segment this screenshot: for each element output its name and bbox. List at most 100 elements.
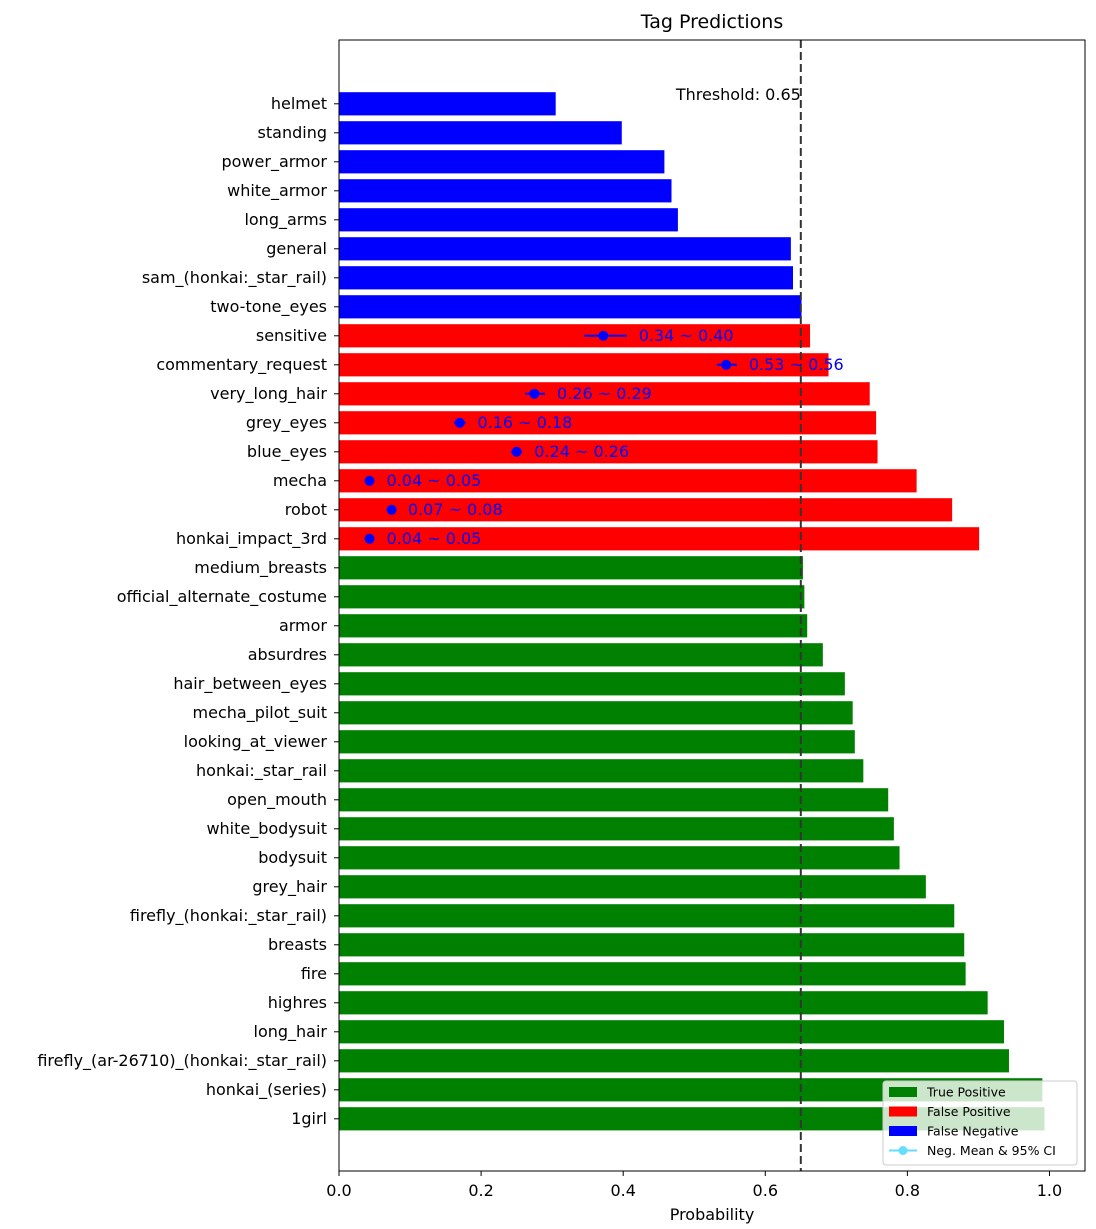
ci-label: 0.07 ~ 0.08 bbox=[408, 500, 503, 519]
ci-mean-point bbox=[386, 504, 397, 515]
ci-label: 0.53 ~ 0.56 bbox=[749, 355, 844, 374]
y-tick-label: grey_hair bbox=[252, 877, 327, 897]
y-tick-label: sensitive bbox=[256, 326, 327, 345]
bar bbox=[339, 411, 877, 435]
y-tick-label: blue_eyes bbox=[247, 442, 327, 462]
ci-mean-point bbox=[721, 359, 732, 370]
y-tick-label: honkai_impact_3rd bbox=[176, 529, 327, 549]
threshold-label: Threshold: 0.65 bbox=[675, 85, 801, 104]
bar bbox=[339, 150, 665, 174]
bar bbox=[339, 1107, 1045, 1131]
axes-layer: helmet standing power_armor white_armorlong… bbox=[37, 39, 1086, 1200]
x-tick-label: 0.8 bbox=[895, 1181, 920, 1200]
bar bbox=[339, 730, 855, 754]
ci-label: 0.24 ~ 0.26 bbox=[534, 442, 629, 461]
bar bbox=[339, 585, 805, 609]
ci-mean-point bbox=[364, 533, 375, 544]
bar bbox=[339, 1020, 1005, 1044]
x-tick-label: 0.6 bbox=[753, 1181, 778, 1200]
y-tick-label: grey_eyes bbox=[246, 413, 327, 433]
bar bbox=[339, 324, 811, 348]
y-tick-label: robot bbox=[285, 500, 327, 519]
bar bbox=[339, 295, 802, 319]
ci-label: 0.04 ~ 0.05 bbox=[387, 529, 482, 548]
bar bbox=[339, 933, 965, 957]
y-tick-label: firefly_(ar-26710)_(honkai:_star_rail) bbox=[37, 1051, 327, 1071]
ci-label: 0.34 ~ 0.40 bbox=[639, 326, 734, 345]
ci-mean-point bbox=[529, 388, 540, 399]
y-tick-label: medium_breasts bbox=[194, 558, 327, 578]
y-tick-label: fire bbox=[301, 964, 327, 983]
ci-label: 0.26 ~ 0.29 bbox=[557, 384, 652, 403]
x-tick-label: 0.0 bbox=[326, 1181, 351, 1200]
y-tick-label: very_long_hair bbox=[210, 384, 327, 404]
legend-label: False Negative bbox=[927, 1124, 1019, 1139]
y-tick-label: absurdres bbox=[248, 645, 327, 664]
bar bbox=[339, 179, 672, 203]
y-tick-label: mecha bbox=[273, 471, 327, 490]
ci-layer: 0.34 ~ 0.40 0.53 ~ 0.56 0.26 ~ 0.29 0.16 ~ … bbox=[364, 326, 844, 548]
y-tick-label: firefly_(honkai:_star_rail) bbox=[130, 906, 327, 926]
y-tick-label: sam_(honkai:_star_rail) bbox=[142, 268, 327, 288]
plot-frame bbox=[338, 39, 1086, 1172]
bar bbox=[339, 875, 926, 899]
y-tick-label: armor bbox=[279, 616, 327, 635]
bar bbox=[339, 817, 894, 841]
y-tick-label: official_alternate_costume bbox=[117, 587, 327, 607]
bar bbox=[339, 92, 556, 116]
legend-marker-ci bbox=[898, 1146, 908, 1155]
legend-label: Neg. Mean & 95% CI bbox=[927, 1143, 1056, 1158]
x-tick-label: 0.2 bbox=[468, 1181, 493, 1200]
bar bbox=[339, 962, 966, 986]
ci-mean-point bbox=[454, 417, 465, 428]
y-tick-label: white_bodysuit bbox=[206, 819, 327, 839]
legend-label: True Positive bbox=[926, 1085, 1006, 1100]
bar bbox=[339, 1078, 1043, 1102]
bar bbox=[339, 382, 870, 406]
bar bbox=[339, 208, 678, 232]
threshold-layer: Threshold: 0.65 bbox=[675, 40, 802, 1171]
ci-mean-point bbox=[511, 446, 522, 457]
y-tick-label: mecha_pilot_suit bbox=[193, 703, 327, 723]
legend: True Positive False Positive False Negativ… bbox=[882, 1080, 1078, 1166]
bar bbox=[339, 440, 878, 464]
bar bbox=[339, 527, 980, 551]
y-tick-label: hair_between_eyes bbox=[173, 674, 327, 694]
legend-label: False Positive bbox=[927, 1104, 1011, 1119]
y-tick-label: honkai_(series) bbox=[206, 1080, 327, 1100]
chart-title: Tag Predictions bbox=[640, 11, 784, 33]
y-tick-label: 1girl bbox=[291, 1109, 327, 1128]
bar bbox=[339, 759, 864, 783]
bar bbox=[339, 1049, 1009, 1073]
y-tick-label: white_armor bbox=[227, 181, 327, 201]
bar bbox=[339, 469, 917, 493]
y-tick-label: looking_at_viewer bbox=[184, 732, 328, 752]
legend-swatch-fp bbox=[889, 1106, 917, 1117]
y-tick-label: long_arms bbox=[244, 210, 327, 230]
bar bbox=[339, 991, 988, 1015]
y-tick-label: highres bbox=[268, 993, 327, 1012]
bar bbox=[339, 614, 808, 638]
bar bbox=[339, 846, 900, 870]
y-tick-label: commentary_request bbox=[156, 355, 327, 375]
bar bbox=[339, 266, 793, 290]
bar bbox=[339, 904, 955, 928]
bar bbox=[339, 121, 622, 145]
bar bbox=[339, 556, 803, 580]
bar bbox=[339, 643, 823, 667]
x-tick-label: 1.0 bbox=[1037, 1181, 1062, 1200]
y-tick-label: bodysuit bbox=[258, 848, 327, 867]
bar bbox=[339, 353, 829, 377]
y-tick-label: helmet bbox=[271, 94, 327, 113]
y-tick-label: open_mouth bbox=[227, 790, 327, 810]
ci-label: 0.16 ~ 0.18 bbox=[477, 413, 572, 432]
bar bbox=[339, 498, 953, 522]
ci-label: 0.04 ~ 0.05 bbox=[387, 471, 482, 490]
x-axis-label: Probability bbox=[670, 1205, 755, 1224]
bar bbox=[339, 788, 889, 812]
y-tick-label: long_hair bbox=[254, 1022, 328, 1042]
ci-mean-point bbox=[598, 330, 609, 341]
y-tick-label: general bbox=[266, 239, 327, 258]
y-tick-label: standing bbox=[258, 123, 327, 142]
